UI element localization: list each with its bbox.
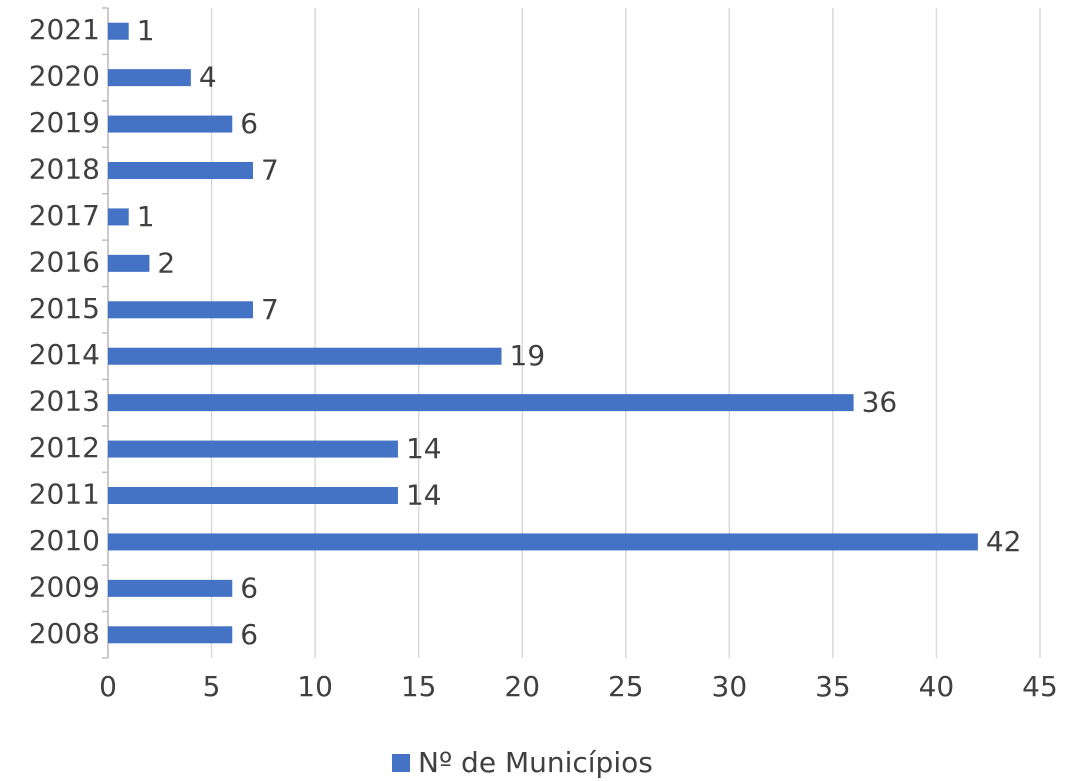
y-tick-label: 2020 [29, 60, 100, 93]
x-tick-label: 45 [1022, 670, 1058, 703]
data-label: 14 [406, 479, 442, 512]
data-label: 2 [157, 246, 175, 279]
bar [108, 301, 253, 319]
x-tick-label: 20 [504, 670, 540, 703]
y-tick-label: 2019 [29, 106, 100, 139]
legend-swatch [392, 754, 410, 772]
bar [108, 440, 398, 458]
x-tick-label: 0 [99, 670, 117, 703]
y-tick-label: 2014 [29, 338, 100, 371]
y-tick-label: 2017 [29, 199, 100, 232]
y-tick-label: 2021 [29, 13, 100, 46]
bar [108, 254, 150, 272]
bar [108, 162, 253, 179]
x-tick-label: 25 [608, 670, 644, 703]
x-tick-label: 5 [203, 670, 221, 703]
data-label: 4 [199, 61, 217, 94]
bar [108, 487, 398, 504]
x-tick-label: 10 [297, 670, 333, 703]
bar [108, 626, 233, 644]
bar [108, 579, 233, 597]
data-label: 19 [510, 339, 546, 372]
bar [108, 347, 502, 365]
data-label: 14 [406, 432, 442, 465]
y-tick-label: 2016 [29, 245, 100, 278]
legend-label: Nº de Municípios [418, 746, 653, 779]
data-label: 6 [240, 571, 258, 604]
x-tick-label: 30 [712, 670, 748, 703]
bar [108, 208, 129, 226]
y-tick-label: 2008 [29, 617, 100, 650]
bar [108, 69, 191, 87]
data-label: 42 [986, 525, 1022, 558]
y-tick-label: 2012 [29, 431, 100, 464]
x-tick-label: 15 [401, 670, 437, 703]
y-tick-label: 2015 [29, 292, 100, 325]
y-tick-label: 2018 [29, 153, 100, 186]
data-label: 1 [137, 14, 155, 47]
bar [108, 394, 854, 412]
data-label: 7 [261, 154, 279, 187]
data-label: 6 [240, 618, 258, 651]
data-label: 1 [137, 200, 155, 233]
data-label: 6 [240, 107, 258, 140]
data-label: 7 [261, 293, 279, 326]
y-tick-label: 2013 [29, 385, 100, 418]
y-tick-label: 2011 [29, 478, 100, 511]
bar [108, 22, 129, 40]
y-tick-label: 2010 [29, 524, 100, 557]
x-tick-label: 35 [815, 670, 851, 703]
data-label: 36 [862, 386, 898, 419]
y-tick-label: 2009 [29, 570, 100, 603]
bar [108, 115, 233, 133]
bar [108, 533, 978, 551]
x-tick-label: 40 [919, 670, 955, 703]
